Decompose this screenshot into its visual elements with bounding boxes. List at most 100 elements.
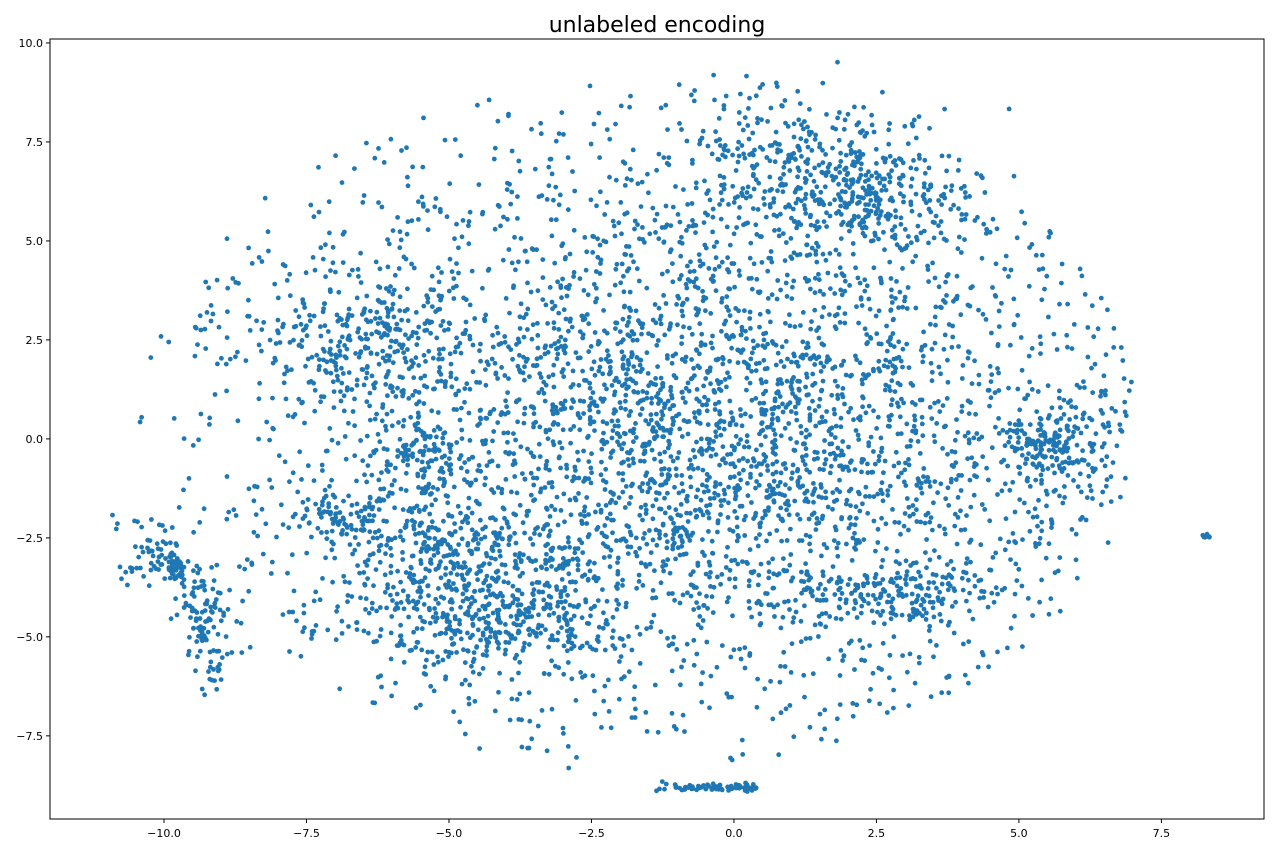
scatter-point [508,347,514,352]
scatter-point [848,405,854,411]
scatter-point [427,434,433,440]
scatter-point [698,446,704,451]
scatter-point [643,507,649,513]
scatter-point [902,298,907,304]
scatter-point [887,359,893,365]
scatter-point [980,454,986,460]
scatter-point [414,626,420,631]
scatter-point [937,523,942,529]
scatter-point [782,599,787,605]
scatter-point [580,674,585,680]
scatter-point [729,345,734,351]
scatter-point [727,420,733,426]
scatter-point [852,150,858,155]
scatter-point [643,511,649,516]
scatter-point [392,272,398,278]
scatter-point [726,500,731,506]
scatter-point [470,669,476,675]
scatter-point [662,402,668,407]
scatter-point [921,599,927,604]
scatter-point [496,204,502,209]
scatter-point [1113,408,1118,414]
scatter-point [449,531,455,537]
scatter-point [931,654,936,660]
scatter-point [554,587,560,592]
scatter-point [789,359,794,365]
scatter-point [792,324,798,330]
scatter-point [678,502,684,507]
scatter-point [979,502,985,507]
scatter-point [473,530,479,536]
scatter-point [488,629,494,634]
scatter-point [789,215,794,221]
scatter-point [549,484,555,490]
scatter-point [433,596,439,602]
scatter-point [734,538,740,544]
scatter-point [874,426,879,431]
scatter-point [378,627,384,632]
scatter-point [399,317,404,323]
scatter-point [623,406,628,412]
scatter-point [940,403,946,408]
scatter-point [466,701,472,707]
scatter-point [799,122,804,128]
scatter-point [908,240,914,246]
scatter-point [622,251,628,257]
scatter-point [571,274,576,279]
scatter-point [856,200,862,205]
scatter-point [531,454,537,460]
scatter-point [676,490,682,496]
scatter-point [181,487,186,493]
scatter-point [796,117,802,123]
scatter-point [629,647,635,653]
scatter-point [825,270,831,276]
scatter-point [996,324,1002,329]
scatter-point [735,561,741,567]
scatter-point [966,680,971,686]
scatter-point [403,570,409,575]
scatter-point [381,332,386,338]
scatter-point [833,616,839,621]
scatter-point [648,417,654,423]
scatter-point [745,184,751,190]
scatter-point [767,158,773,164]
scatter-point [509,148,515,154]
scatter-point [679,543,685,549]
scatter-point [860,404,865,410]
scatter-point [807,586,813,592]
scatter-point [1105,307,1110,313]
scatter-point [427,535,432,541]
scatter-point [342,354,348,359]
scatter-point [619,231,624,237]
scatter-point [813,423,819,429]
scatter-point [876,216,881,221]
scatter-point [446,578,452,584]
scatter-point [718,190,724,196]
scatter-point [542,485,548,490]
scatter-point [448,471,454,477]
scatter-point [832,291,838,296]
scatter-point [809,319,814,324]
scatter-point [1076,459,1081,465]
scatter-point [596,409,601,415]
scatter-point [1054,455,1060,461]
scatter-point [370,504,376,510]
scatter-point [772,159,778,165]
scatter-point [703,571,709,577]
scatter-point [639,179,645,185]
scatter-point [1123,475,1128,481]
scatter-point [624,176,630,182]
scatter-point [581,448,586,454]
scatter-point [1071,429,1076,435]
scatter-point [477,616,482,622]
scatter-point [417,614,423,620]
scatter-point [549,658,554,664]
scatter-point [1020,644,1025,649]
scatter-point [313,501,318,507]
scatter-point [787,400,793,406]
scatter-point [818,360,824,366]
scatter-point [703,376,709,381]
scatter-point [884,348,890,354]
scatter-point [435,654,440,660]
scatter-point [1017,471,1023,476]
